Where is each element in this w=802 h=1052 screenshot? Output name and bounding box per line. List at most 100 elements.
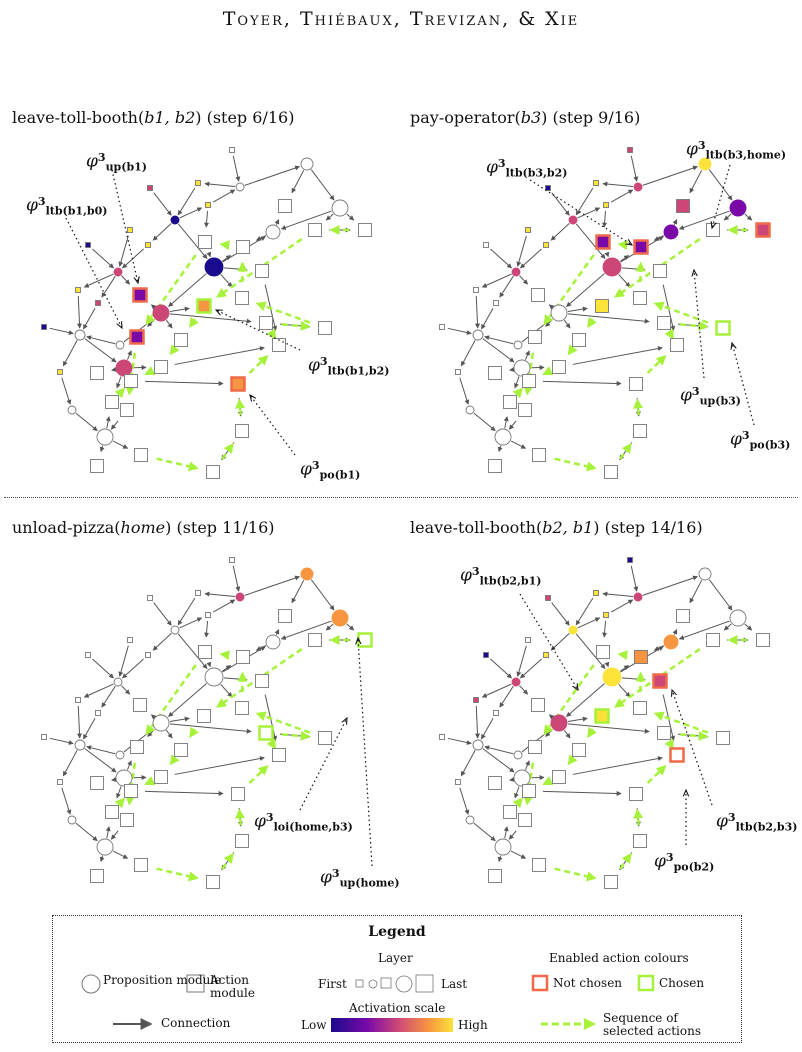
connection-edge [678, 210, 730, 230]
proposition-module-node [568, 215, 578, 225]
annotation-phi-ltb-b1-b0: φ3ltb(b1,b0) [26, 195, 108, 218]
action-module-node [236, 240, 250, 254]
connection-edge [550, 633, 570, 651]
connection-edge [105, 416, 111, 429]
selected-action-sequence-arrow [587, 726, 597, 738]
action-module-node [154, 360, 168, 374]
connection-edge [604, 251, 610, 258]
legend-not-chosen-swatch [531, 974, 549, 992]
action-module-node [522, 784, 536, 798]
action-module-node [528, 740, 542, 754]
connection-edge [206, 661, 212, 668]
panel-title-4: leave-toll-booth(b2, b1) (step 14/16) [410, 518, 703, 537]
action-module-node [629, 377, 643, 391]
connection-edge [165, 319, 173, 329]
annotation-phi-po-b3: φ3po(b3) [730, 429, 791, 452]
connection-edge [744, 213, 753, 221]
connection-edge [572, 346, 663, 365]
connection-edge [111, 777, 117, 782]
connection-edge [499, 685, 514, 708]
connection-edge [179, 617, 203, 629]
proposition-module-node [235, 592, 245, 602]
connection-edge [551, 192, 570, 216]
action-module-node [593, 180, 599, 186]
connection-edge [567, 716, 588, 723]
connection-edge [220, 274, 233, 288]
action-module-node [154, 770, 168, 784]
selected-action-sequence-arrow [617, 650, 628, 661]
connection-edge [62, 340, 78, 367]
connection-edge [542, 380, 622, 386]
action-module-node [229, 147, 235, 153]
graph-panel-2 [439, 147, 771, 479]
proposition-module-node [729, 199, 747, 217]
action-module-node [670, 338, 684, 352]
selected-action-sequence-arrow [266, 328, 276, 340]
action-module-node [473, 697, 479, 703]
legend-proposition-icon [81, 974, 101, 994]
connection-edge [460, 340, 476, 367]
connection-edge [490, 658, 513, 679]
connection-edge [86, 335, 116, 345]
proposition-module-node [602, 257, 622, 277]
connection-edge [212, 189, 236, 203]
action-module-node [318, 731, 332, 745]
connection-edge [497, 855, 503, 863]
action-module-node [255, 264, 269, 278]
panel-title-2: pay-operator(b3) (step 9/16) [410, 108, 641, 127]
connection-edge [503, 416, 509, 429]
connection-edge [346, 213, 355, 221]
connection-edge [474, 705, 480, 739]
proposition-module-node [113, 267, 123, 277]
selected-action-sequence-arrow [189, 726, 199, 738]
connection-edge [566, 273, 605, 307]
legend-chosen-label: Chosen [659, 976, 705, 990]
action-module-node [572, 333, 586, 347]
connection-edge [280, 210, 332, 230]
connection-edge [118, 235, 129, 267]
connection-edge [232, 565, 241, 592]
connection-edge [618, 274, 631, 288]
annotation-pointer [529, 179, 632, 245]
action-module-node [488, 459, 502, 473]
connection-edge [516, 645, 527, 677]
connection-edge [482, 748, 515, 773]
annotation-pointer [694, 270, 705, 379]
connection-edge [177, 223, 208, 260]
annotation-phi-ltb-b2-b3: φ3ltb(b2,b3) [716, 811, 798, 834]
proposition-module-node [729, 609, 747, 627]
connection-edge [519, 685, 529, 695]
action-module-node [493, 710, 499, 716]
connection-edge [525, 760, 530, 770]
proposition-module-node [170, 215, 180, 225]
legend-activation-gradient [331, 1018, 453, 1032]
action-module-node [503, 805, 517, 819]
connection-edge [642, 575, 699, 596]
proposition-module-node [472, 739, 484, 751]
connection-edge [291, 169, 305, 194]
connection-edge [602, 620, 608, 638]
connection-edge [509, 367, 515, 372]
action-module-node [532, 858, 546, 872]
connection-edge [310, 169, 335, 201]
proposition-module-node [204, 667, 224, 687]
action-module-node [41, 734, 47, 740]
action-module-node [196, 298, 212, 314]
connection-edge [618, 684, 631, 698]
action-module-node [706, 223, 720, 237]
legend-graphics [81, 974, 655, 1032]
connection-edge [144, 790, 224, 796]
selected-action-sequence-arrow [543, 254, 595, 326]
proposition-module-node [115, 750, 125, 760]
connection-edge [101, 685, 116, 708]
connection-edge [82, 717, 96, 740]
legend-proposition-label: Proposition module [103, 973, 222, 987]
action-module-node [235, 424, 249, 438]
selected-action-sequence-arrow [219, 650, 230, 661]
action-module-node [197, 709, 211, 723]
connection-edge [204, 210, 210, 228]
annotation-pointer [216, 310, 301, 351]
connection-edge [563, 319, 571, 329]
graph-panel-3 [41, 557, 373, 889]
action-module-node [229, 557, 235, 563]
